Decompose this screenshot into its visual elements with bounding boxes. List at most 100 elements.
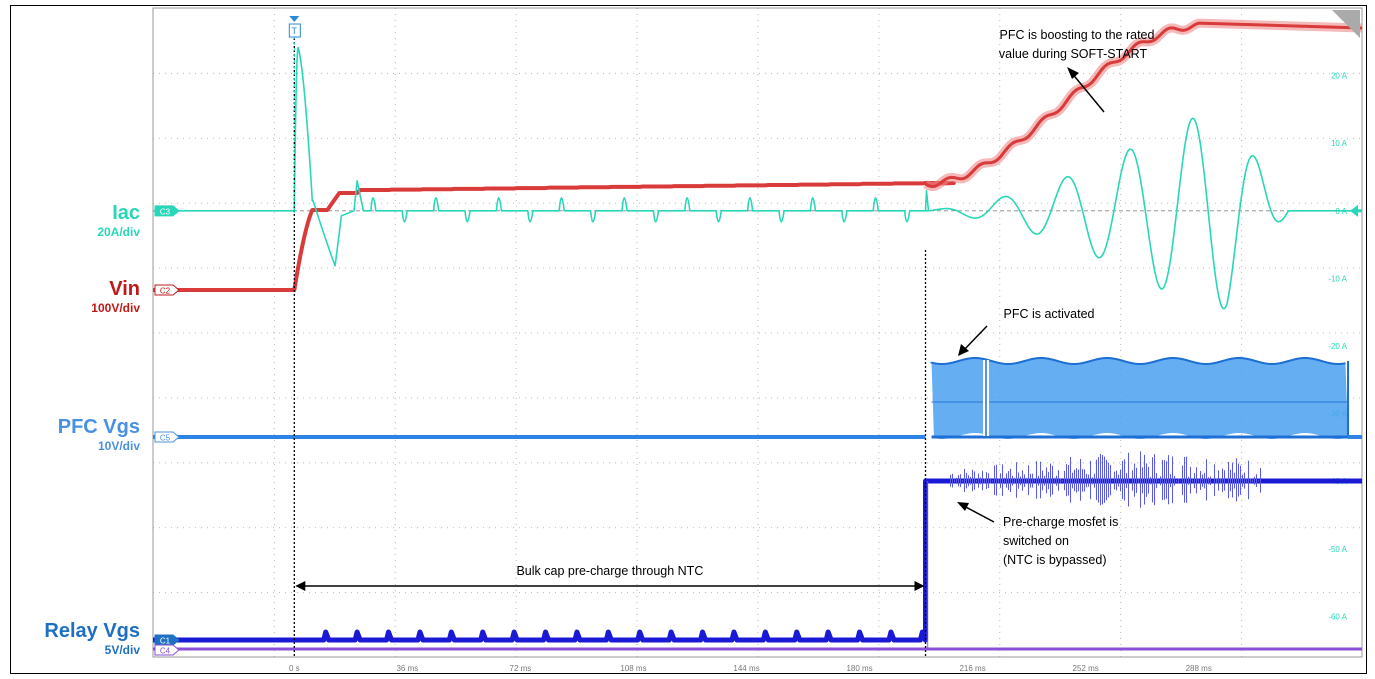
grid-dot [515, 500, 517, 501]
grid-dot [1023, 202, 1024, 204]
vin-trace [153, 181, 956, 292]
grid-dot [387, 527, 388, 529]
grid-dot [585, 527, 586, 529]
grid-dot [405, 462, 406, 464]
grid-dot [459, 72, 460, 74]
grid-dot [249, 267, 250, 269]
grid-dot [1359, 397, 1360, 399]
grid-dot [636, 266, 638, 267]
grid-dot [339, 137, 340, 139]
grid-dot [597, 267, 598, 269]
grid-dot [969, 267, 970, 269]
grid-dot [273, 512, 275, 513]
grid-dot [1241, 164, 1243, 165]
grid-dot [201, 72, 202, 74]
grid-dot [273, 434, 275, 435]
grid-dot [627, 462, 628, 464]
grid-dot [807, 527, 808, 529]
grid-dot [273, 566, 275, 567]
grid-dot [1305, 202, 1306, 204]
grid-dot [447, 462, 448, 464]
grid-dot [757, 248, 759, 249]
grid-dot [394, 482, 396, 483]
grid-dot [1005, 72, 1006, 74]
grid-dot [1089, 527, 1090, 529]
grid-dot [1241, 332, 1243, 333]
grid-dot [1120, 524, 1122, 525]
grid-dot [1083, 202, 1084, 204]
grid-dot [757, 86, 759, 87]
grid-dot [1125, 527, 1126, 529]
grid-dot [878, 398, 880, 399]
grid-dot [225, 332, 226, 334]
grid-dot [657, 267, 658, 269]
grid-dot [1167, 592, 1168, 594]
grid-dot [515, 644, 517, 645]
grid-dot [417, 397, 418, 399]
grid-dot [813, 72, 814, 74]
grid-dot [1107, 267, 1108, 269]
annotation-soft-start-arrow [1070, 71, 1105, 113]
grid-dot [519, 397, 520, 399]
grid-dot [393, 397, 394, 399]
grid-dot [873, 462, 874, 464]
grid-dot [1167, 332, 1168, 334]
grid-dot [1005, 137, 1006, 139]
grid-dot [231, 397, 232, 399]
grid-dot [1005, 332, 1006, 334]
grid-dot [757, 38, 759, 39]
grid-dot [999, 620, 1001, 621]
grid-dot [189, 72, 190, 74]
grid-dot [999, 134, 1001, 135]
grid-dot [999, 98, 1001, 99]
grid-dot [927, 137, 928, 139]
grid-dot [515, 512, 517, 513]
grid-dot [741, 527, 742, 529]
grid-dot [801, 527, 802, 529]
grid-dot [1083, 462, 1084, 464]
grid-dot [711, 397, 712, 399]
grid-dot [757, 260, 759, 261]
grid-dot [1173, 72, 1174, 74]
label-iac-scale: 20A/div [97, 225, 140, 239]
grid-dot [663, 527, 664, 529]
grid-dot [951, 137, 952, 139]
grid-dot [303, 462, 304, 464]
grid-dot [636, 548, 638, 549]
grid-dot [999, 116, 1001, 117]
grid-dot [807, 72, 808, 74]
grid-dot [795, 267, 796, 269]
grid-dot [507, 397, 508, 399]
grid-dot [1293, 267, 1294, 269]
grid-dot [1241, 236, 1243, 237]
grid-dot [394, 584, 396, 585]
grid-dot [636, 152, 638, 153]
grid-dot [729, 592, 730, 594]
grid-dot [999, 464, 1001, 465]
grid-dot [1059, 137, 1060, 139]
grid-dot [177, 72, 178, 74]
grid-dot [513, 592, 514, 594]
grid-dot [759, 137, 760, 139]
grid-dot [1317, 462, 1318, 464]
grid-dot [627, 202, 628, 204]
grid-dot [999, 254, 1001, 255]
grid-dot [757, 356, 759, 357]
grid-dot [1041, 462, 1042, 464]
grid-dot [757, 290, 759, 291]
grid-dot [783, 267, 784, 269]
grid-dot [321, 462, 322, 464]
grid-dot [705, 332, 706, 334]
grid-dot [753, 267, 754, 269]
grid-dot [783, 137, 784, 139]
grid-dot [515, 194, 517, 195]
grid-dot [261, 527, 262, 529]
grid-dot [1317, 332, 1318, 334]
grid-dot [483, 527, 484, 529]
grid-dot [951, 332, 952, 334]
grid-dot [291, 332, 292, 334]
grid-dot [207, 397, 208, 399]
grid-dot [636, 254, 638, 255]
grid-dot [273, 200, 275, 201]
grid-dot [1083, 137, 1084, 139]
